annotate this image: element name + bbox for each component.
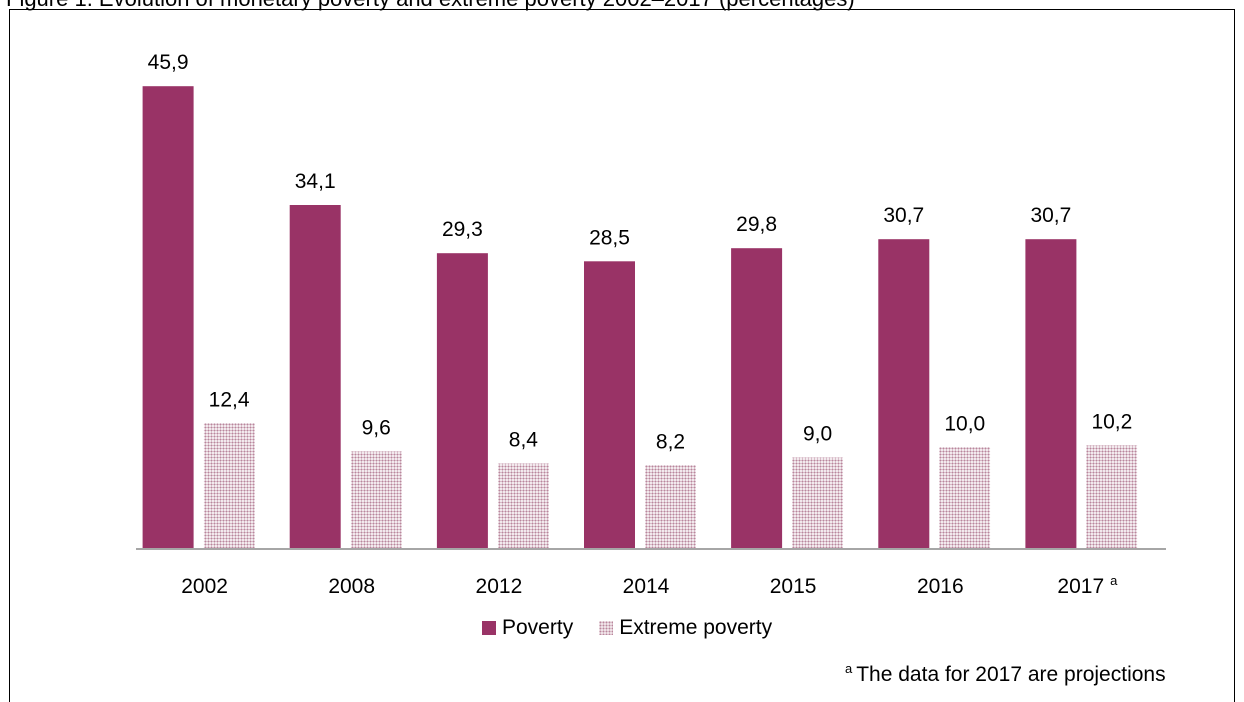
bars-layer <box>142 86 1138 548</box>
value-label-extreme-poverty-2008: 9,6 <box>362 416 391 439</box>
x-tick-label-2002: 2002 <box>181 575 228 598</box>
legend-item-poverty: Poverty <box>482 616 573 640</box>
bar-extreme-poverty-2016 <box>939 447 991 548</box>
bar-poverty-2016 <box>878 239 930 548</box>
bar-poverty-2014 <box>584 261 635 548</box>
value-label-poverty-2002: 45,9 <box>148 51 189 74</box>
value-label-poverty-2014: 28,5 <box>589 226 630 249</box>
page-title: Figure 1. Evolution of monetary poverty … <box>0 0 1244 11</box>
value-label-extreme-poverty-2015: 9,0 <box>803 423 832 446</box>
x-tick-labels-layer: 2002 2008 2012 2014 2015 2016 2017 a <box>181 573 1118 598</box>
value-label-extreme-poverty-2002: 12,4 <box>209 388 250 411</box>
bar-poverty-2015 <box>731 248 783 548</box>
x-tick-label-2012: 2012 <box>476 575 523 598</box>
value-label-poverty-2015: 29,8 <box>736 213 777 236</box>
x-tick-label-2016: 2016 <box>917 575 964 598</box>
bar-extreme-poverty-2012 <box>497 463 549 548</box>
bar-extreme-poverty-2002 <box>203 423 255 548</box>
value-labels-layer: 45,9 12,4 34,1 9,6 29,3 8,4 28,5 8,2 29,8 9,0 30,7… <box>148 51 1133 453</box>
footnote-marker: a <box>845 661 853 676</box>
value-label-extreme-poverty-2012: 8,4 <box>509 429 539 452</box>
bar-extreme-poverty-2008 <box>350 451 402 548</box>
bar-poverty-2012 <box>436 253 488 548</box>
legend-swatch-extreme-poverty <box>599 621 614 635</box>
value-label-poverty-2016: 30,7 <box>883 204 924 227</box>
legend-label-poverty: Poverty <box>502 616 574 639</box>
x-tick-label-2017: 2017 a <box>1057 573 1118 598</box>
bar-extreme-poverty-2014 <box>645 465 696 548</box>
legend-label-extreme-poverty: Extreme poverty <box>619 616 773 639</box>
footnote-text: The data for 2017 are projections <box>856 663 1166 686</box>
bar-poverty-2017 <box>1025 239 1077 548</box>
bar-extreme-poverty-2015 <box>792 457 844 548</box>
bar-poverty-2002 <box>142 86 194 548</box>
x-tick-label-2008: 2008 <box>328 575 375 598</box>
chart-footnote: a The data for 2017 are projections <box>845 661 1166 687</box>
value-label-extreme-poverty-2016: 10,0 <box>944 412 985 435</box>
chart-legend: Poverty Extreme poverty <box>482 616 798 640</box>
bar-poverty-2008 <box>289 205 341 548</box>
value-label-poverty-2017: 30,7 <box>1030 204 1071 227</box>
value-label-poverty-2012: 29,3 <box>442 218 483 241</box>
value-label-poverty-2008: 34,1 <box>295 170 336 193</box>
legend-swatch-poverty <box>482 621 496 635</box>
chart-frame <box>9 9 1235 702</box>
x-tick-label-2014: 2014 <box>623 575 670 598</box>
x-tick-label-2015: 2015 <box>770 575 817 598</box>
value-label-extreme-poverty-2014: 8,2 <box>656 431 685 454</box>
value-label-extreme-poverty-2017: 10,2 <box>1091 410 1132 433</box>
bar-extreme-poverty-2017 <box>1086 445 1138 548</box>
legend-item-extreme-poverty: Extreme poverty <box>599 616 772 640</box>
